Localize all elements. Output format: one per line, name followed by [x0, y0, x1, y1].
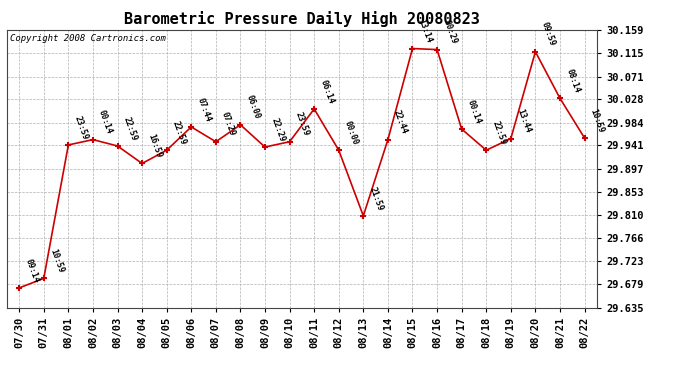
Text: 00:00: 00:00 [343, 120, 360, 146]
Text: 00:29: 00:29 [441, 19, 458, 45]
Text: 13:14: 13:14 [417, 18, 434, 44]
Text: 00:14: 00:14 [466, 98, 483, 125]
Text: 22:59: 22:59 [121, 115, 139, 142]
Text: 22:59: 22:59 [491, 120, 507, 146]
Text: 07:44: 07:44 [195, 96, 213, 123]
Text: 06:00: 06:00 [244, 94, 262, 121]
Title: Barometric Pressure Daily High 20080823: Barometric Pressure Daily High 20080823 [124, 12, 480, 27]
Text: 00:14: 00:14 [97, 109, 114, 135]
Text: 16:59: 16:59 [146, 133, 164, 159]
Text: 22:44: 22:44 [392, 109, 409, 135]
Text: 13:44: 13:44 [515, 108, 532, 134]
Text: 06:14: 06:14 [318, 78, 335, 105]
Text: 21:59: 21:59 [368, 185, 384, 212]
Text: 08:14: 08:14 [564, 68, 581, 94]
Text: 09:59: 09:59 [540, 21, 557, 48]
Text: 22:29: 22:29 [269, 116, 286, 143]
Text: Copyright 2008 Cartronics.com: Copyright 2008 Cartronics.com [10, 34, 166, 43]
Text: 07:29: 07:29 [220, 111, 237, 138]
Text: 10:59: 10:59 [589, 107, 606, 134]
Text: 23:59: 23:59 [294, 111, 310, 138]
Text: 09:14: 09:14 [23, 257, 41, 284]
Text: 22:59: 22:59 [171, 120, 188, 146]
Text: 10:59: 10:59 [48, 248, 65, 274]
Text: 23:59: 23:59 [72, 114, 90, 141]
